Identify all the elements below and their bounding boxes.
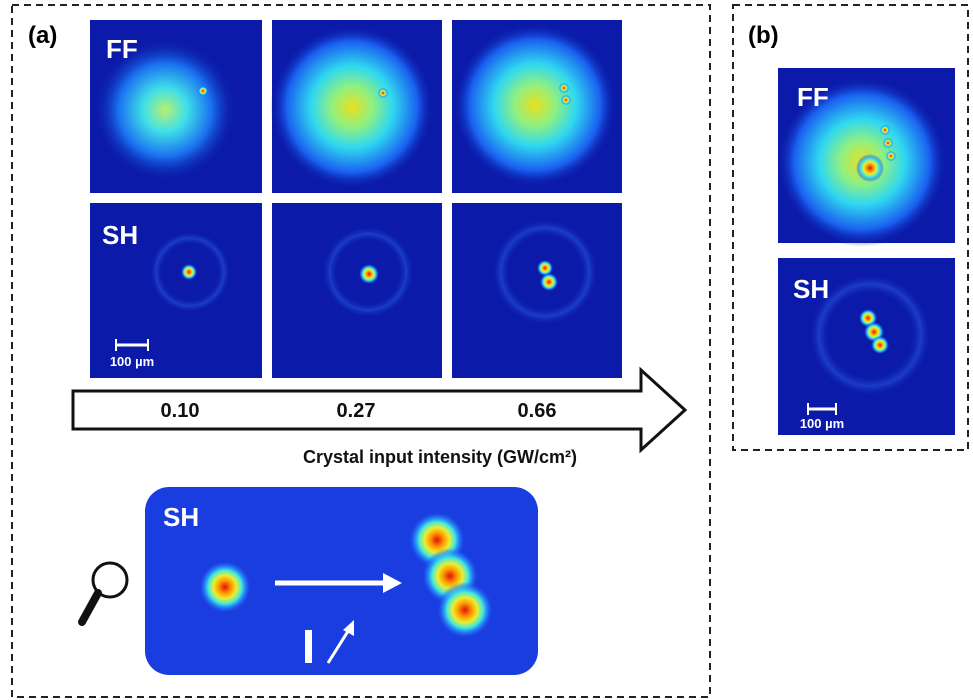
panel-label: (a): [28, 22, 57, 49]
panel-b-frame: [732, 4, 969, 451]
scale-label: 100 µm: [800, 416, 844, 431]
sh-spot: [199, 561, 251, 613]
panel-a-frame: [11, 4, 711, 698]
sh-spots: [409, 512, 493, 638]
intensity-value: 0.66: [518, 400, 557, 422]
polarization-arrow: [343, 620, 354, 636]
scale-label: 100 µm: [110, 354, 154, 369]
intensity-arrow: [71, 366, 688, 454]
row-label: SH: [793, 274, 829, 304]
ff-images: [90, 20, 622, 193]
panel-b-images: [777, 68, 955, 435]
row-label: SH: [102, 220, 138, 250]
polarization-bar: [305, 630, 312, 663]
polarization-arrow: [326, 627, 352, 664]
intensity-value: 0.27: [337, 400, 376, 422]
magnifier-icon: [78, 561, 129, 626]
arrow: [383, 573, 402, 593]
zoom-label: SH: [163, 502, 199, 532]
sh-images: [90, 203, 622, 378]
panel-label: (b): [748, 22, 779, 49]
intensity-value: 0.10: [161, 400, 200, 422]
row-label: FF: [797, 82, 829, 112]
row-label: FF: [106, 34, 138, 64]
axis-label: Crystal input intensity (GW/cm²): [303, 447, 577, 467]
